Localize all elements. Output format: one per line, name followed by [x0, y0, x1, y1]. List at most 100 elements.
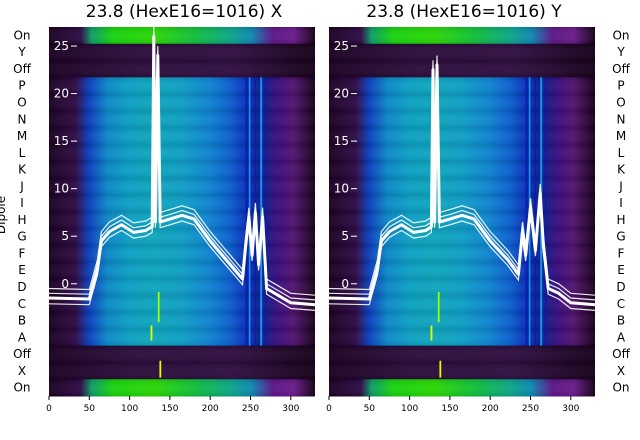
heatmap-row-shade	[49, 144, 315, 162]
heatmap-stripe	[245, 77, 248, 346]
row-label: Y	[17, 45, 26, 59]
row-label: L	[618, 146, 625, 160]
heatmap-row-shade	[329, 379, 595, 397]
heatmap-stripe	[265, 77, 267, 346]
x-tick-label: 100	[121, 404, 138, 414]
heatmap-row-shade	[49, 194, 315, 212]
x-tick-label: 0	[46, 404, 52, 414]
heatmap-row-shade	[49, 228, 315, 246]
chart-title: 23.8 (HexE16=1016) X	[86, 2, 283, 22]
heatmap-row-shade	[49, 245, 315, 263]
heatmap-row-shade	[49, 379, 315, 397]
y-tick-label: 0	[341, 277, 349, 291]
row-label: P	[18, 79, 25, 93]
y-tick-label: 0	[61, 277, 69, 291]
heatmap-row-shade	[49, 94, 315, 112]
x-tick-label: 50	[364, 404, 376, 414]
heatmap-stripe	[260, 77, 263, 346]
chart-title: 23.8 (HexE16=1016) Y	[366, 2, 562, 22]
row-label: H	[17, 213, 26, 227]
x-tick-label: 200	[482, 404, 499, 414]
heatmap-spike	[157, 292, 160, 323]
row-label: F	[618, 246, 625, 260]
row-label: L	[19, 146, 26, 160]
y-tick-label: 5	[61, 229, 69, 243]
heatmap-row-shade	[49, 127, 315, 145]
heatmap-row-shade	[49, 261, 315, 280]
x-tick-label: 100	[401, 404, 418, 414]
heatmap-spike	[159, 360, 162, 378]
row-label: Off	[13, 62, 31, 76]
heatmap-row-shade	[49, 177, 315, 196]
y-tick-label: 25	[54, 39, 69, 53]
row-label: A	[617, 330, 626, 344]
x-tick-label: 200	[202, 404, 219, 414]
y-tick-label: 15	[334, 134, 349, 148]
row-label: N	[18, 112, 27, 126]
row-label: M	[616, 129, 626, 143]
heatmap-row-shade	[49, 77, 315, 95]
heatmap-row-shade	[49, 362, 315, 380]
heatmap-row-shade	[329, 77, 595, 95]
y-tick-label: 5	[341, 229, 349, 243]
heatmap-row-shade	[329, 278, 595, 296]
heatmap-row-shade	[329, 110, 595, 129]
heatmap-background	[49, 27, 315, 397]
x-tick-label: 150	[441, 404, 458, 414]
row-label: J	[19, 179, 24, 193]
heatmap-background	[329, 27, 595, 397]
heatmap-row-shade	[49, 328, 315, 347]
x-tick-label: 50	[84, 404, 96, 414]
heatmap-row-shade	[329, 245, 595, 263]
heatmap-row-shade	[329, 43, 595, 62]
row-label: I	[20, 196, 24, 210]
y-tick-label: 10	[334, 182, 349, 196]
y-tick-label: 25	[334, 39, 349, 53]
row-label: E	[617, 263, 625, 277]
row-label: C	[18, 297, 26, 311]
heatmap-row-shade	[329, 228, 595, 246]
y-tick-label: 15	[54, 134, 69, 148]
row-label: C	[617, 297, 625, 311]
heatmap-spike	[430, 325, 433, 341]
row-label: On	[13, 28, 30, 42]
row-label: K	[18, 163, 27, 177]
row-label: Off	[612, 62, 630, 76]
heatmap-stripe	[545, 77, 547, 346]
heatmap-spike	[150, 325, 153, 341]
heatmap-row-shade	[49, 345, 315, 363]
row-label: D	[17, 280, 26, 294]
y-tick-label: 10	[54, 182, 69, 196]
row-label: G	[17, 230, 26, 244]
heatmap-row-shade	[329, 94, 595, 112]
heatmap-row-shade	[49, 161, 315, 179]
row-label: O	[17, 95, 26, 109]
row-label: P	[617, 79, 624, 93]
heatmap-row-shade	[49, 278, 315, 296]
row-label: H	[616, 213, 625, 227]
row-label: On	[612, 28, 629, 42]
heatmap-row-shade	[329, 328, 595, 347]
x-tick-label: 0	[326, 404, 332, 414]
heatmap-row-shade	[49, 43, 315, 62]
x-tick-label: 150	[161, 404, 178, 414]
heatmap-spike	[437, 292, 440, 323]
row-label: B	[617, 314, 625, 328]
heatmap-row-shade	[329, 194, 595, 212]
x-tick-label: 300	[562, 404, 579, 414]
row-label: D	[616, 280, 625, 294]
y-axis-label: Dipole	[0, 196, 8, 234]
row-label: N	[617, 112, 626, 126]
y-tick-label: 20	[54, 87, 69, 101]
row-label: On	[612, 381, 629, 395]
row-label: On	[13, 381, 30, 395]
row-label: Off	[612, 347, 630, 361]
row-label: F	[19, 246, 26, 260]
row-label: M	[17, 129, 27, 143]
x-tick-label: 250	[522, 404, 539, 414]
heatmap-row-shade	[329, 312, 595, 330]
heatmap-row-shade	[329, 127, 595, 145]
